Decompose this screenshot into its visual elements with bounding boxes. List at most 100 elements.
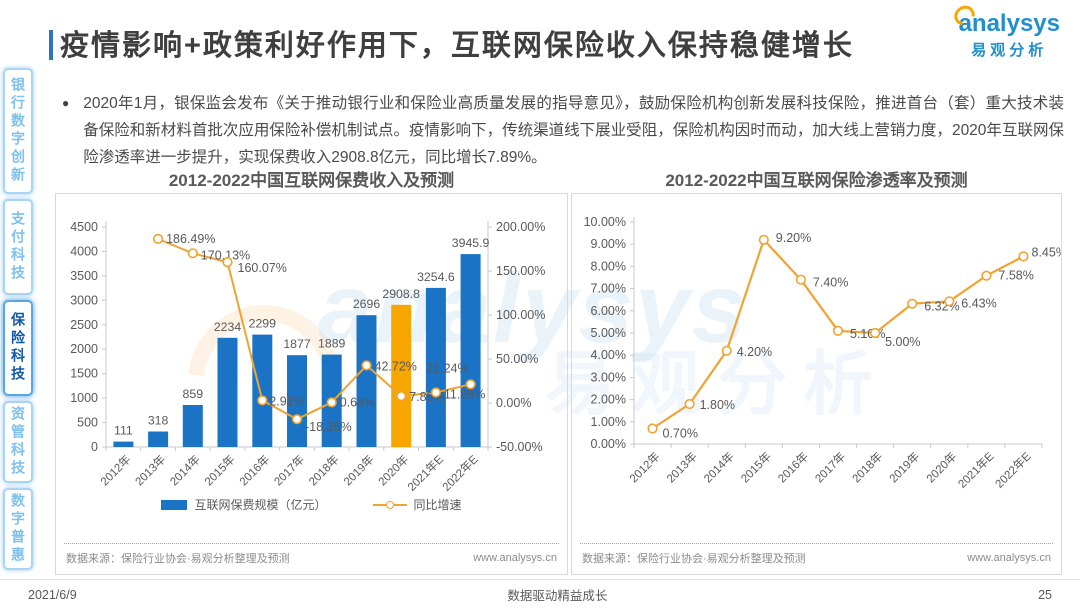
svg-text:2022年E: 2022年E bbox=[992, 449, 1034, 491]
sidebar-item-payment-tech[interactable]: 支付科技 bbox=[3, 199, 33, 295]
svg-text:2000: 2000 bbox=[70, 342, 98, 356]
line-marker bbox=[257, 395, 268, 406]
title-accent-bar bbox=[49, 30, 53, 60]
penetration-chart-panel: 0.00% 1.00% 2.00% 3.00% 4.00% 5.00% 6.00% 7.00%… bbox=[571, 193, 1062, 575]
right-chart-title: 2012-2022中国互联网保险渗透率及预测 bbox=[665, 171, 968, 190]
svg-text:2020年: 2020年 bbox=[923, 449, 959, 485]
svg-text:2017年: 2017年 bbox=[271, 452, 307, 488]
svg-text:1500: 1500 bbox=[70, 367, 98, 381]
bar-value-label: 3945.9 bbox=[452, 236, 490, 250]
line-marker bbox=[721, 345, 732, 356]
penetration-line: 0.70%1.80%4.20%9.20%7.40%5.10%5.00%6.32%… bbox=[647, 231, 1062, 441]
growth-value-label: 42.72% bbox=[375, 359, 417, 373]
penetration-value-label: 7.58% bbox=[998, 269, 1033, 283]
line-marker bbox=[430, 387, 442, 398]
svg-text:7.00%: 7.00% bbox=[591, 282, 626, 296]
line-marker bbox=[222, 256, 233, 268]
premium-income-chart: 0 500 1000 1500 2000 2500 3000 3500 4000 4500 -50.… bbox=[70, 220, 545, 494]
bar bbox=[148, 431, 169, 447]
svg-text:2012年: 2012年 bbox=[626, 449, 662, 485]
penetration-value-label: 1.80% bbox=[700, 398, 735, 412]
line-marker bbox=[326, 397, 337, 408]
bar-value-label: 859 bbox=[183, 387, 204, 401]
line-marker bbox=[465, 379, 476, 390]
growth-value-label: 160.07% bbox=[238, 261, 287, 275]
analysys-logo: analysys 易观分析 bbox=[950, 1, 1060, 60]
bar-value-label: 2696 bbox=[353, 297, 381, 311]
svg-text:3500: 3500 bbox=[70, 269, 98, 283]
bar-value-label: 3254.6 bbox=[417, 270, 455, 284]
penetration-value-label: 4.20% bbox=[737, 345, 772, 359]
svg-text:2021年E: 2021年E bbox=[955, 449, 997, 491]
legend-item-premium: 互联网保费规模（亿元） bbox=[161, 496, 327, 513]
bar bbox=[356, 315, 377, 447]
svg-text:2015年: 2015年 bbox=[201, 452, 237, 488]
dotted-divider bbox=[580, 543, 1053, 544]
growth-value-label: 11.89% bbox=[444, 388, 485, 402]
sidebar-item-banking-digital-innovation[interactable]: 银行数字创新 bbox=[3, 68, 33, 194]
footer-slogan: 数据驱动精益成长 bbox=[507, 589, 608, 603]
svg-text:2018年: 2018年 bbox=[849, 449, 885, 485]
x-axis-labels: 2012年 2013年 2014年 2015年 2016年 2017年 2018年 2019年… bbox=[626, 449, 1033, 491]
svg-text:5.00%: 5.00% bbox=[591, 326, 626, 340]
line-marker bbox=[758, 234, 769, 245]
svg-text:1.00%: 1.00% bbox=[591, 415, 626, 429]
svg-text:8.00%: 8.00% bbox=[591, 259, 626, 273]
svg-text:3000: 3000 bbox=[70, 293, 98, 307]
svg-text:2014年: 2014年 bbox=[167, 452, 203, 488]
penetration-value-label: 6.43% bbox=[961, 296, 996, 310]
bar bbox=[182, 405, 203, 447]
line-marker bbox=[1018, 251, 1029, 262]
bar bbox=[113, 441, 134, 447]
logo-brand-text: analysys bbox=[958, 10, 1060, 37]
sidebar-item-digital-inclusion[interactable]: 数字普惠 bbox=[3, 488, 33, 570]
svg-text:2017年: 2017年 bbox=[812, 449, 848, 485]
dotted-divider bbox=[64, 543, 559, 544]
bullet-row: ● 2020年1月，银保监会发布《关于推动银行业和保险业高质量发展的指导意见》，… bbox=[62, 90, 1064, 171]
x-axis-labels: 2012年 2013年 2014年 2015年 2016年 2017年 2018年 2019年… bbox=[97, 452, 481, 494]
bar-value-label: 318 bbox=[148, 414, 169, 428]
bullet-icon: ● bbox=[62, 96, 70, 110]
growth-value-label: 2.91% bbox=[269, 394, 304, 408]
penetration-value-label: 8.45% bbox=[1032, 245, 1062, 259]
svg-text:2019年: 2019年 bbox=[886, 449, 922, 485]
growth-value-label: 0.64% bbox=[340, 395, 375, 409]
website-text: www.analysys.cn bbox=[967, 552, 1051, 564]
svg-text:1000: 1000 bbox=[70, 391, 98, 405]
svg-text:3.00%: 3.00% bbox=[591, 370, 626, 384]
bar-value-label: 2234 bbox=[214, 320, 242, 334]
svg-text:2021年E: 2021年E bbox=[404, 452, 446, 494]
svg-text:200.00%: 200.00% bbox=[496, 220, 545, 234]
sidebar-item-insurance-tech[interactable]: 保险科技 bbox=[3, 300, 33, 396]
bar-value-label: 1877 bbox=[283, 337, 311, 351]
svg-text:4000: 4000 bbox=[70, 244, 98, 258]
bar bbox=[287, 355, 307, 447]
line-legend-swatch-icon bbox=[372, 500, 407, 509]
bar-value-label: 111 bbox=[114, 424, 133, 438]
line-marker bbox=[187, 248, 198, 259]
footer-page-number: 25 bbox=[1038, 587, 1052, 602]
svg-text:10.00%: 10.00% bbox=[584, 215, 626, 229]
penetration-value-label: 7.40% bbox=[813, 276, 848, 290]
svg-text:2014年: 2014年 bbox=[701, 449, 737, 485]
legend-label-premium: 互联网保费规模（亿元） bbox=[194, 498, 327, 512]
penetration-chart: 0.00% 1.00% 2.00% 3.00% 4.00% 5.00% 6.00% 7.00%… bbox=[584, 215, 1062, 491]
footer-date: 2021/6/9 bbox=[28, 587, 77, 602]
growth-value-label: -18.36% bbox=[305, 420, 352, 434]
penetration-value-label: 5.00% bbox=[885, 335, 920, 349]
bar-value-label: 2299 bbox=[249, 317, 277, 331]
logo-brand-cn: 易观分析 bbox=[971, 42, 1048, 59]
svg-text:150.00%: 150.00% bbox=[496, 264, 545, 278]
sidebar-item-asset-management-tech[interactable]: 资管科技 bbox=[3, 401, 33, 483]
website-text: www.analysys.cn bbox=[473, 552, 557, 564]
axes: 0 500 1000 1500 2000 2500 3000 3500 4000 4500 -50.… bbox=[70, 220, 545, 454]
premium-income-chart-panel: 0 500 1000 1500 2000 2500 3000 3500 4000 4500 -50.… bbox=[55, 193, 568, 575]
line-marker bbox=[684, 398, 695, 410]
svg-text:50.00%: 50.00% bbox=[496, 352, 538, 366]
legend-item-growth: 同比增速 bbox=[372, 496, 462, 513]
line-marker bbox=[795, 274, 806, 285]
line-marker bbox=[361, 360, 372, 371]
svg-text:100.00%: 100.00% bbox=[496, 308, 545, 322]
